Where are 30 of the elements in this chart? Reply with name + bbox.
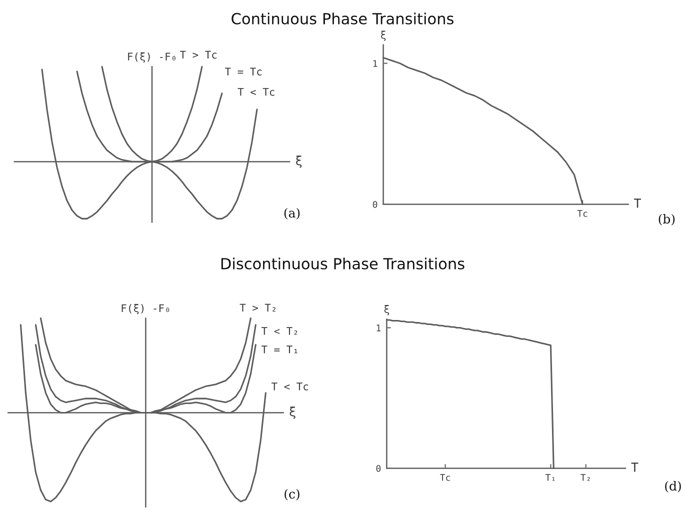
x-axis-title: ξ: [290, 406, 296, 419]
series-label: T > Tc: [180, 50, 217, 59]
series-label: T < Tc: [238, 88, 274, 96]
text: (d): [665, 480, 681, 492]
x-axis-title: ξ: [296, 156, 302, 168]
y-tick-label: 1: [373, 60, 378, 67]
y-tick-label: 0: [376, 465, 381, 472]
x-tick-label: T₂: [580, 474, 590, 481]
text: (c): [284, 488, 300, 500]
y-tick-label: 0: [372, 201, 378, 208]
x-tick-label: Tc: [440, 474, 450, 481]
text: (b): [658, 214, 675, 226]
y-axis-title: ξ: [384, 305, 390, 316]
y-axis-title: ξ: [380, 30, 386, 41]
x-tick-label: Tc: [577, 210, 588, 217]
y-axis-title: F(ξ) -F₀: [122, 304, 170, 314]
x-axis-title: T: [634, 198, 641, 208]
y-axis-title: F(ξ) -F₀: [128, 52, 176, 63]
series-label: T < T₂: [261, 327, 298, 335]
text: Discontinuous Phase Transitions: [221, 258, 464, 270]
series-label: T > T₂: [240, 304, 276, 312]
series-label: T = T₁: [261, 346, 298, 354]
series-label: T = Tc: [225, 68, 262, 76]
y-tick-label: 1: [376, 324, 381, 332]
annotation: (a): [284, 208, 300, 220]
line-series: [382, 56, 584, 206]
text: Continuous Phase Transitions: [232, 12, 454, 24]
x-tick-label: T₁: [545, 474, 555, 481]
x-axis-title: T: [631, 462, 638, 472]
series-label: T < Tc: [271, 382, 308, 390]
